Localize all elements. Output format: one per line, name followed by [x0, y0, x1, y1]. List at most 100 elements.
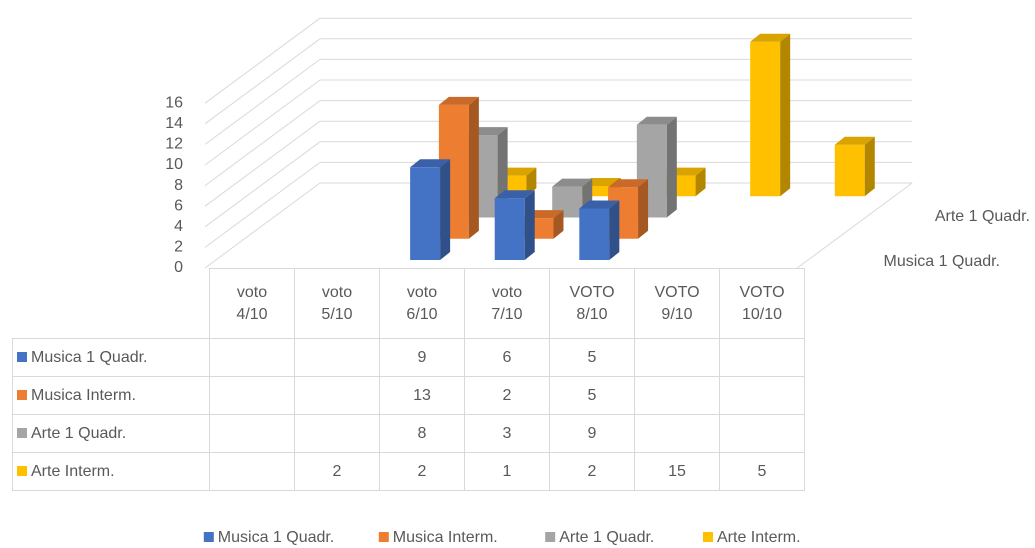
y-tick-label: 16: [165, 94, 183, 111]
table-value: 5: [757, 462, 767, 480]
legend-label: Musica 1 Quadr.: [218, 529, 334, 546]
table-cell: 2: [464, 376, 550, 415]
grid-line: [204, 141, 321, 228]
table-cell: 9: [379, 338, 465, 377]
bar-side: [526, 167, 537, 197]
bar-side: [666, 116, 677, 218]
y-tick-label: 4: [174, 218, 183, 235]
y-tick-label: 14: [165, 115, 183, 132]
table-corner: [13, 269, 210, 339]
bar-side: [695, 167, 706, 197]
table-value: 5: [587, 386, 597, 404]
table-value: 8: [417, 424, 427, 442]
depth-label: Musica 1 Quadr.: [884, 253, 1001, 270]
legend-key: [17, 351, 27, 362]
table-cell: [209, 338, 295, 377]
table-value: 15: [668, 462, 686, 480]
category-label: VOTO 8/10: [569, 283, 615, 323]
bar-side: [524, 190, 535, 260]
table-series-name: Arte 1 Quadr.: [31, 424, 127, 442]
table-cell: [209, 414, 295, 453]
table-header-cell: voto 5/10: [294, 268, 380, 339]
category-label: voto 6/10: [406, 283, 438, 323]
bar-top: [834, 136, 875, 145]
legend-key: [17, 389, 27, 400]
table-value: 9: [417, 348, 427, 366]
bar-side: [864, 136, 875, 197]
legend-swatch: [203, 532, 214, 542]
table-series-name: Arte Interm.: [31, 462, 115, 480]
table-cell: [209, 376, 295, 415]
table-cell: [294, 338, 380, 377]
bar-top: [552, 178, 593, 187]
table-cell: 5: [549, 376, 635, 415]
bar: [834, 144, 865, 197]
bar-top: [579, 200, 620, 209]
table-cell: 5: [719, 452, 805, 491]
grid-line: [204, 79, 321, 166]
table-value: 13: [413, 386, 431, 404]
bar-side: [553, 210, 564, 239]
table-cell: 9: [549, 414, 635, 453]
table-cell: [634, 376, 720, 415]
legend-label: Arte Interm.: [717, 529, 801, 546]
table-cell: [294, 414, 380, 453]
table-header-cell: voto 6/10: [379, 268, 465, 339]
bar-top: [750, 33, 791, 42]
bar: [410, 167, 441, 260]
table-cell: 15: [634, 452, 720, 491]
category-label: voto 7/10: [491, 283, 523, 323]
table-series-name: Musica 1 Quadr.: [31, 348, 148, 366]
bar-side: [468, 96, 479, 239]
table-value: 2: [587, 462, 597, 480]
y-tick-label: 0: [174, 259, 183, 276]
table-header-cell: voto 7/10: [464, 268, 550, 339]
table-value: 2: [332, 462, 342, 480]
category-label: VOTO 9/10: [654, 283, 700, 323]
table-cell: 8: [379, 414, 465, 453]
bar-top: [410, 159, 451, 168]
grid-line: [204, 38, 321, 125]
table-series-cell: Musica Interm.: [12, 376, 210, 415]
legend-swatch: [545, 532, 556, 542]
grid-line: [204, 182, 321, 269]
table-cell: 1: [464, 452, 550, 491]
depth-label: Arte 1 Quadr.: [935, 208, 1030, 225]
bar-top: [636, 116, 677, 125]
legend-swatch: [703, 532, 713, 542]
bar-side: [638, 179, 649, 239]
y-tick-label: 6: [174, 197, 183, 214]
table-cell: [209, 452, 295, 491]
table-value: 9: [587, 424, 597, 442]
grid-line: [204, 161, 321, 248]
bar-top: [494, 190, 535, 199]
table-series-cell: Musica 1 Quadr.: [12, 338, 210, 377]
bar-side: [440, 159, 451, 260]
y-tick-label: 8: [174, 177, 183, 194]
bar-top: [438, 96, 479, 105]
table-cell: 2: [379, 452, 465, 491]
legend-swatch: [378, 532, 389, 542]
legend-key: [17, 427, 27, 438]
table-cell: [294, 376, 380, 415]
table-cell: [719, 338, 805, 377]
table-cell: 2: [294, 452, 380, 491]
table-row: Musica 1 Quadr. 9 6 5: [12, 338, 805, 377]
table-cell: [634, 414, 720, 453]
bar: [750, 41, 781, 197]
table-cell: [719, 414, 805, 453]
table-cell: 6: [464, 338, 550, 377]
grid-line: [204, 120, 321, 207]
grid-line: [204, 17, 321, 104]
table-value: 2: [502, 386, 512, 404]
data-table: voto 4/10 voto 5/10 voto 6/10 voto 7/10 VOTO…: [12, 268, 805, 491]
bar-side: [780, 33, 791, 197]
table-header-cell: voto 4/10: [209, 268, 295, 339]
grid-line: [204, 100, 321, 187]
legend-label: Musica Interm.: [393, 529, 498, 546]
legend-key: [17, 465, 27, 476]
y-tick-label: 12: [165, 136, 183, 153]
table-value: 5: [587, 348, 597, 366]
